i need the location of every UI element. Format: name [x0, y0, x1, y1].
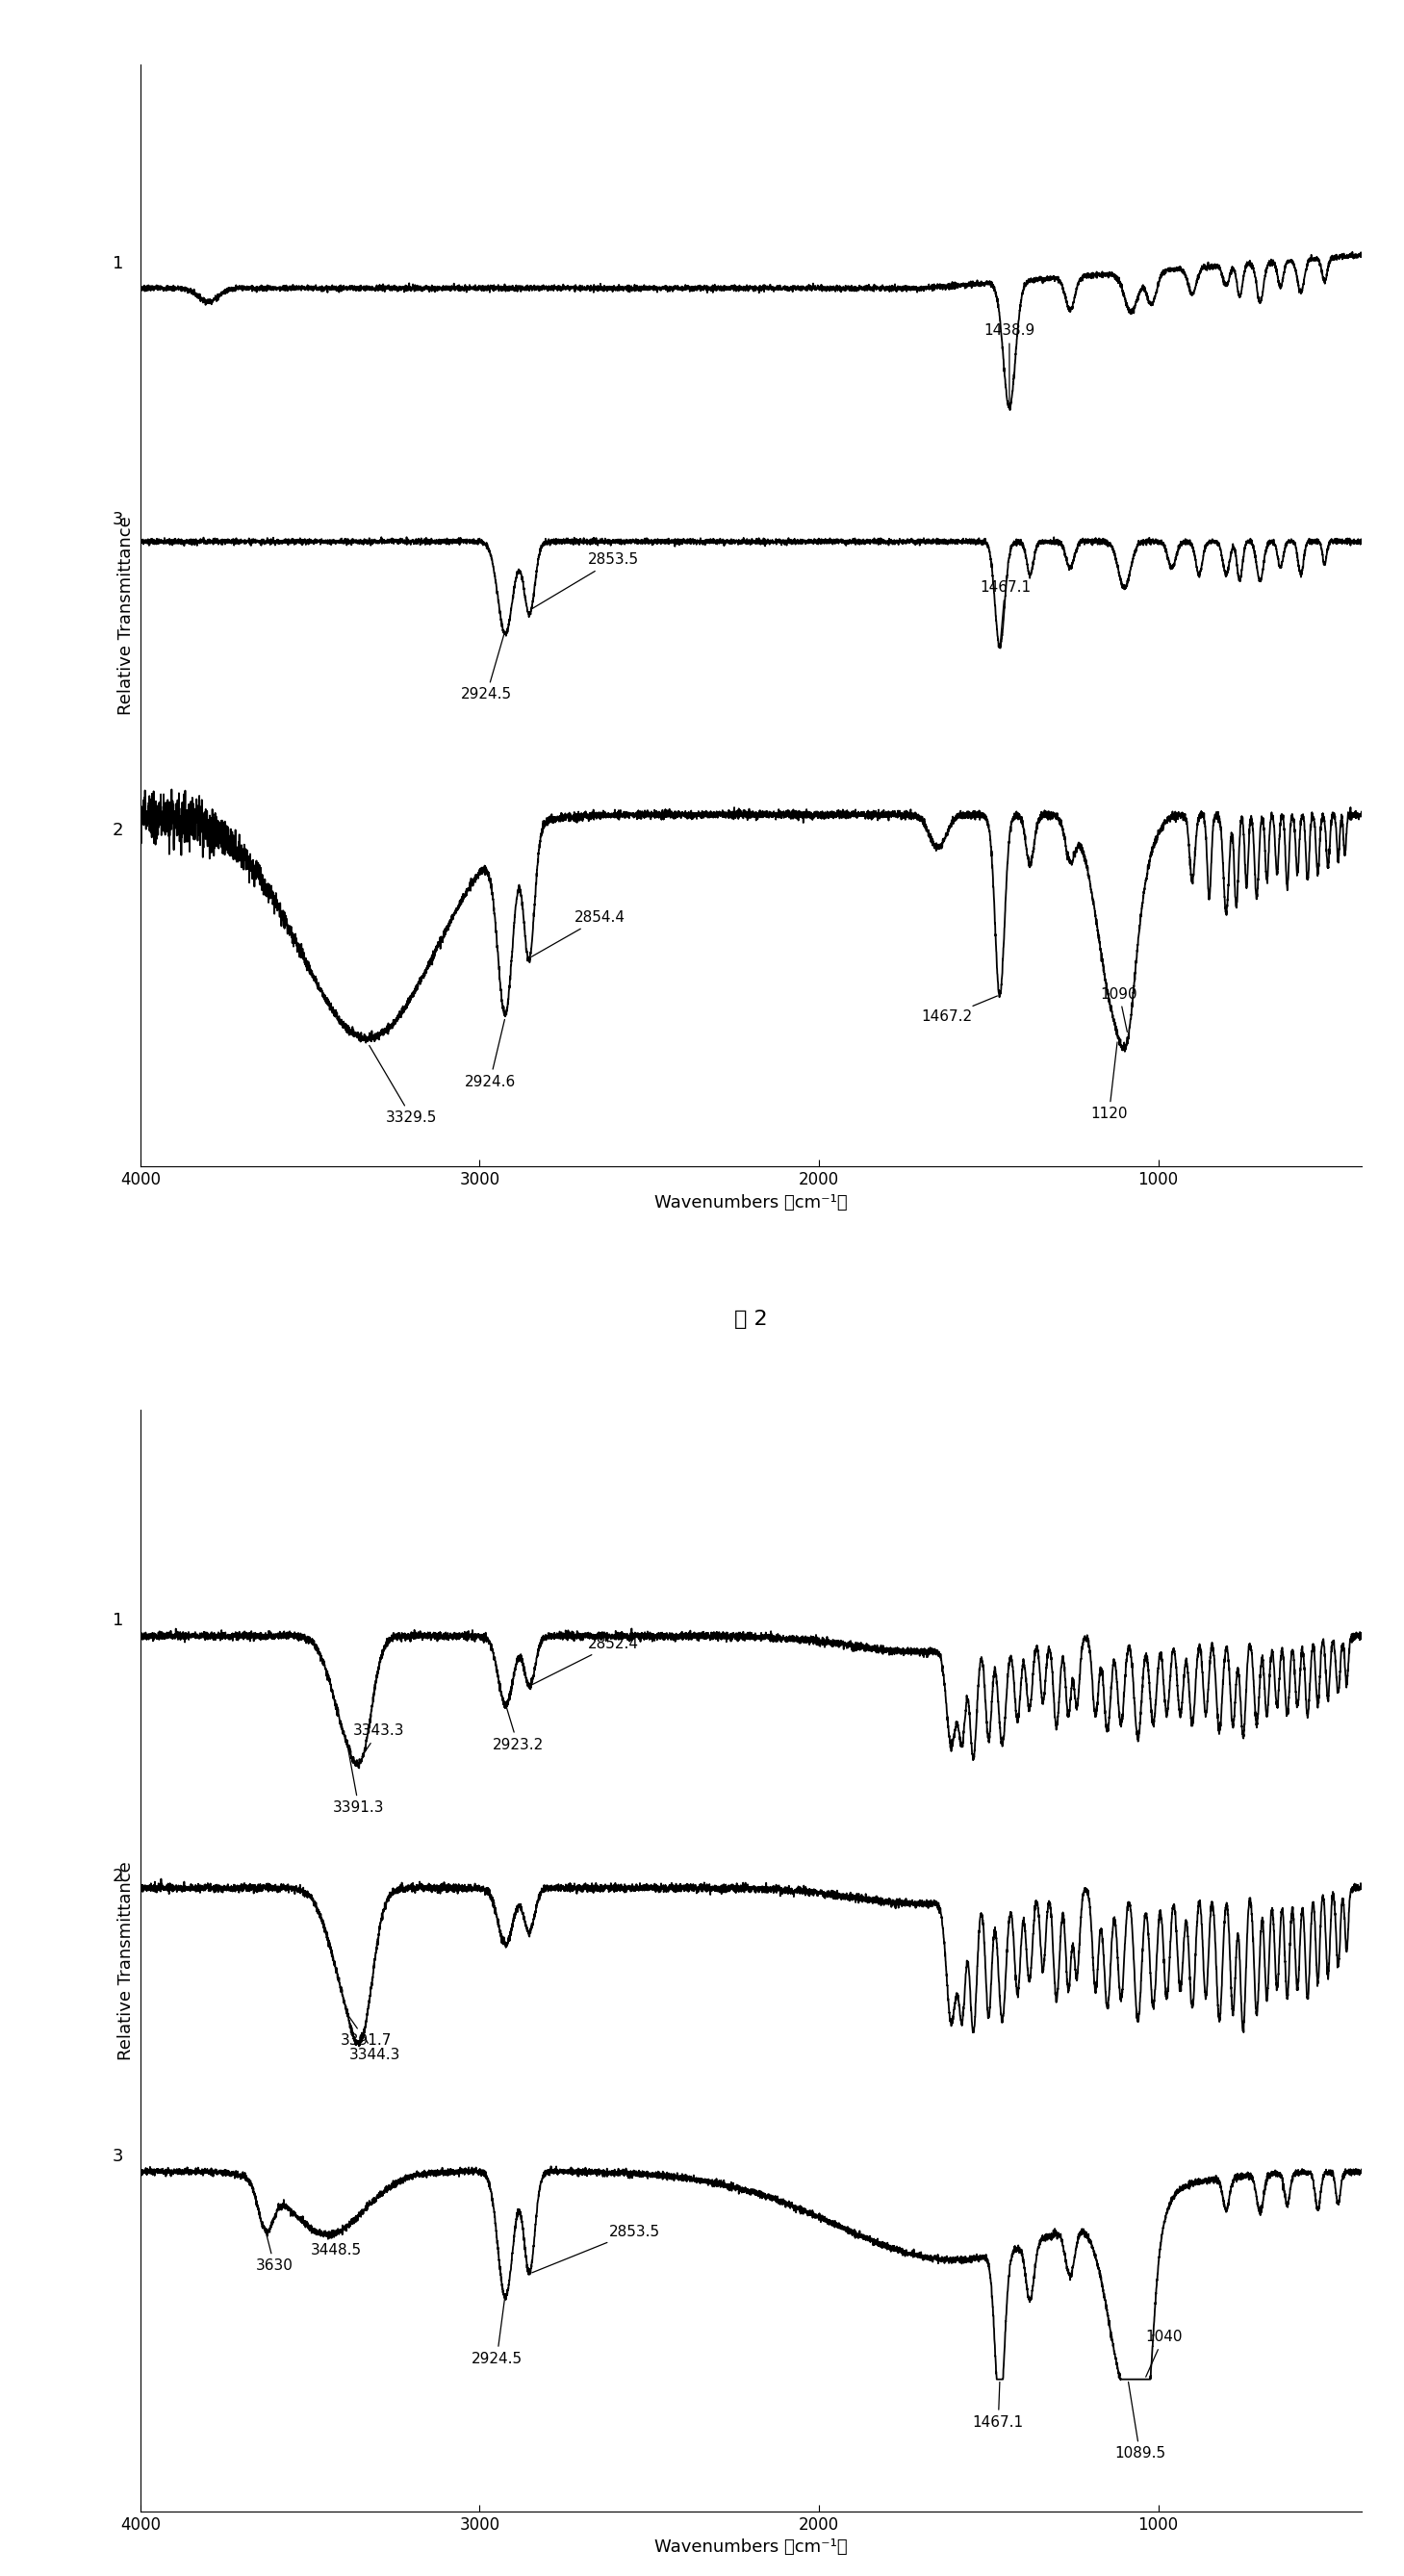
Text: 3391.3: 3391.3	[333, 1747, 385, 1816]
Text: 3329.5: 3329.5	[369, 1046, 438, 1126]
Text: 2: 2	[112, 822, 124, 840]
Text: 1040: 1040	[1146, 2329, 1182, 2378]
Text: 1467.1: 1467.1	[980, 580, 1031, 647]
Text: 2853.5: 2853.5	[532, 554, 639, 608]
Text: 1467.2: 1467.2	[921, 997, 997, 1025]
Text: 2924.6: 2924.6	[465, 1020, 515, 1090]
Text: 图 2: 图 2	[734, 1311, 768, 1329]
Text: 3343.3: 3343.3	[352, 1723, 404, 1752]
Text: 3: 3	[112, 2148, 124, 2166]
Text: 1090: 1090	[1101, 987, 1137, 1033]
Text: 3344.3: 3344.3	[350, 2038, 400, 2063]
Text: 3630: 3630	[256, 2236, 293, 2272]
Text: 2854.4: 2854.4	[532, 909, 626, 956]
X-axis label: Wavenumbers （cm⁻¹）: Wavenumbers （cm⁻¹）	[654, 1195, 848, 1211]
Text: 1: 1	[112, 1613, 124, 1628]
Text: 2852.4: 2852.4	[532, 1636, 639, 1685]
Text: 2853.5: 2853.5	[532, 2226, 660, 2272]
X-axis label: Wavenumbers （cm⁻¹）: Wavenumbers （cm⁻¹）	[654, 2540, 848, 2555]
Text: 2923.2: 2923.2	[493, 1708, 543, 1752]
Text: 1: 1	[112, 255, 124, 273]
Text: 1120: 1120	[1091, 1043, 1127, 1121]
Text: 1438.9: 1438.9	[984, 325, 1035, 407]
Text: 2924.5: 2924.5	[472, 2295, 522, 2365]
Text: 3: 3	[112, 510, 124, 528]
Y-axis label: Relative Transmittance: Relative Transmittance	[118, 515, 135, 716]
Text: 1089.5: 1089.5	[1115, 2383, 1165, 2460]
Text: 2: 2	[112, 1868, 124, 1886]
Text: 1467.1: 1467.1	[973, 2383, 1024, 2429]
Y-axis label: Relative Transmittance: Relative Transmittance	[118, 1860, 135, 2061]
Text: 2924.5: 2924.5	[461, 634, 512, 701]
Text: 3448.5: 3448.5	[310, 2239, 362, 2257]
Text: 3391.7: 3391.7	[340, 2014, 392, 2048]
